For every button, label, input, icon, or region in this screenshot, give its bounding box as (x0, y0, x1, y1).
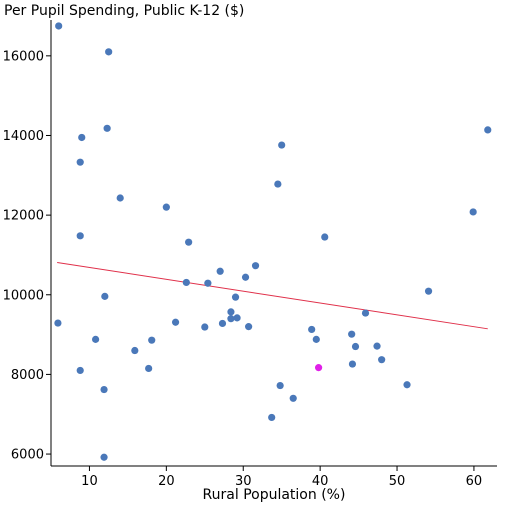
data-point (351, 342, 360, 351)
data-point (145, 364, 153, 373)
x-axis: 10 20 30 40 50 60 (51, 465, 497, 489)
data-point (233, 314, 241, 322)
data-point (182, 278, 190, 287)
y-axis: 6000 8000 10000 12000 14000 16000 (3, 20, 52, 466)
data-point (378, 356, 386, 364)
data-point (171, 318, 180, 326)
data-point (55, 22, 63, 30)
data-point (76, 158, 84, 166)
highlighted-point (315, 364, 323, 372)
data-point (484, 126, 492, 134)
data-point (245, 323, 253, 331)
data-point (216, 267, 224, 275)
data-point (289, 394, 297, 402)
data-point (373, 342, 381, 350)
y-tick-label: 8000 (11, 368, 44, 383)
data-point (268, 413, 276, 422)
data-point (162, 203, 170, 211)
x-tick-label: 20 (158, 474, 175, 489)
data-point (469, 208, 477, 216)
data-point (92, 335, 100, 343)
data-point (348, 330, 356, 338)
data-point (251, 262, 260, 270)
data-point (278, 141, 286, 149)
data-point (204, 279, 212, 287)
data-point (76, 232, 84, 240)
data-point (274, 180, 282, 188)
data-point (361, 309, 370, 317)
x-tick-label: 60 (466, 474, 483, 489)
data-point (403, 381, 411, 389)
data-point (105, 48, 113, 56)
trendline-group (57, 262, 488, 330)
data-point (131, 346, 139, 355)
data-point (424, 287, 433, 295)
data-point (308, 325, 316, 334)
x-tick-label: 40 (312, 474, 329, 489)
y-tick-label: 12000 (3, 209, 44, 224)
y-tick-label: 14000 (3, 129, 44, 144)
data-point (54, 319, 62, 327)
data-point (101, 292, 109, 300)
data-point (227, 315, 235, 323)
data-point (100, 453, 108, 461)
data-point (276, 381, 284, 390)
x-tick-label: 10 (81, 474, 98, 489)
y-tick-label: 16000 (3, 49, 44, 64)
trendline (57, 262, 488, 330)
chart-title: Per Pupil Spending, Public K-12 ($) (4, 3, 244, 19)
y-tick-label: 6000 (11, 448, 44, 463)
data-point (76, 366, 84, 375)
x-tick-label: 50 (389, 474, 406, 489)
data-point (348, 360, 357, 368)
data-point (321, 233, 329, 241)
data-point (201, 323, 209, 331)
data-point (312, 335, 320, 343)
data-point (103, 124, 111, 132)
data-point (78, 133, 86, 142)
data-point (100, 385, 108, 394)
y-tick-label: 10000 (3, 288, 44, 303)
x-tick-label: 30 (235, 474, 252, 489)
points-group (54, 22, 492, 461)
data-point (227, 308, 235, 316)
data-point (241, 273, 250, 281)
data-point (231, 293, 240, 301)
data-point (185, 238, 193, 246)
x-axis-label: Rural Population (%) (203, 487, 346, 503)
data-point (148, 336, 156, 344)
data-point (218, 319, 227, 328)
data-point (116, 194, 124, 202)
